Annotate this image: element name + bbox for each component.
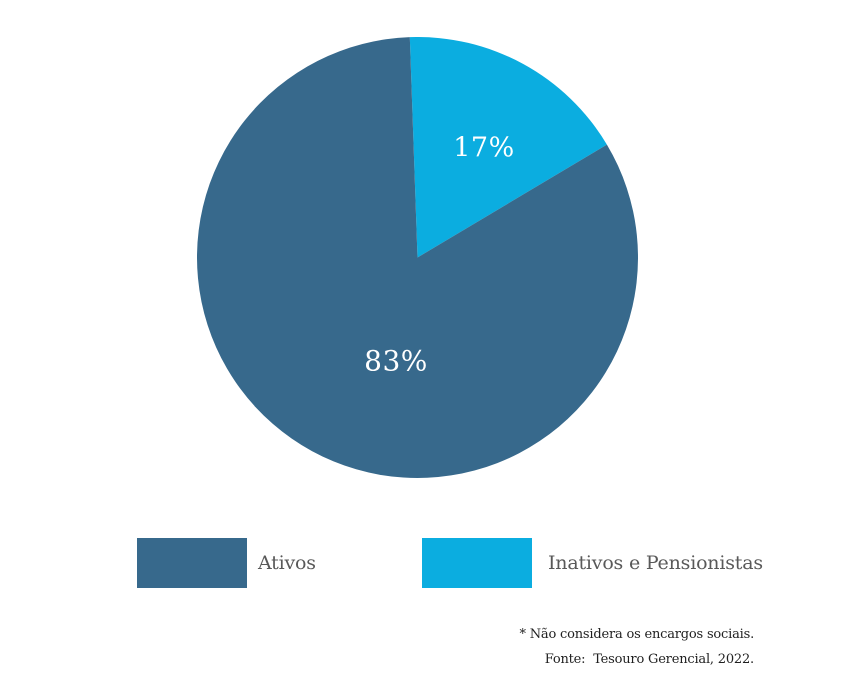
pie-slice-ativos xyxy=(197,37,638,478)
footnote-source: Fonte: Tesouro Gerencial, 2022. xyxy=(544,652,754,667)
pie-data-label-inativos: 17% xyxy=(453,132,515,164)
footnote-note: * Não considera os encargos sociais. xyxy=(519,627,755,642)
pie-data-label-ativos: 83% xyxy=(364,344,428,378)
legend-label-ativos: Ativos xyxy=(258,552,316,574)
legend-item-inativos: Inativos e Pensionistas xyxy=(422,538,763,588)
pie-chart xyxy=(197,37,638,478)
legend: Ativos Inativos e Pensionistas xyxy=(0,538,863,588)
pie-slice-inativos-e-pensionistas xyxy=(409,37,607,258)
legend-swatch-inativos xyxy=(422,538,532,588)
legend-label-inativos: Inativos e Pensionistas xyxy=(548,552,763,574)
footnotes: * Não considera os encargos sociais. Fon… xyxy=(519,622,755,672)
legend-swatch-ativos xyxy=(137,538,247,588)
legend-item-ativos: Ativos xyxy=(137,538,316,588)
pie-svg xyxy=(197,37,638,478)
